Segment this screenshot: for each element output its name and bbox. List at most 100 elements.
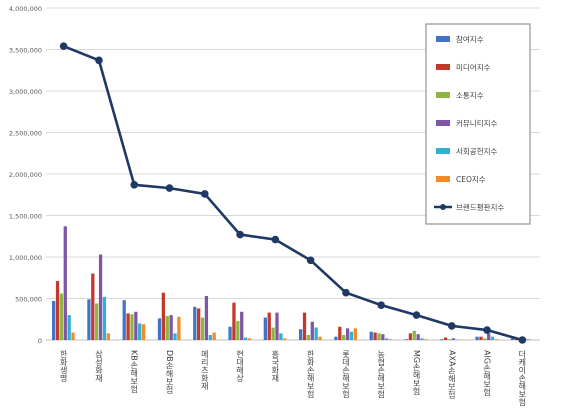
- bar: [177, 317, 180, 340]
- bar: [444, 338, 447, 340]
- line-point: [130, 181, 138, 189]
- bar: [56, 281, 59, 340]
- bar: [346, 328, 349, 340]
- bar: [240, 312, 243, 340]
- bar: [475, 337, 478, 340]
- x-category-label: 한화손해보험: [306, 350, 315, 398]
- x-category-label: AXA손해보험: [447, 350, 456, 398]
- bar: [483, 338, 486, 340]
- y-tick-label: 1,000,000: [9, 254, 42, 262]
- bar: [173, 333, 176, 340]
- bar: [279, 333, 282, 340]
- bar: [491, 337, 494, 340]
- bar: [130, 314, 133, 340]
- bar: [318, 337, 321, 340]
- bar: [170, 315, 173, 340]
- bar: [354, 328, 357, 340]
- x-category-label: 흥국화재: [271, 349, 280, 383]
- bar: [248, 338, 251, 340]
- bar: [142, 324, 145, 340]
- x-category-label: AIG손해보험: [483, 350, 492, 396]
- legend-swatch: [436, 120, 450, 126]
- legend-swatch: [436, 64, 450, 70]
- bar: [166, 316, 169, 340]
- bar: [52, 301, 55, 340]
- bar: [201, 318, 204, 340]
- bar: [381, 334, 384, 340]
- bar: [213, 333, 216, 340]
- bar: [452, 338, 455, 340]
- y-tick-label: 500,000: [15, 296, 42, 304]
- x-category-label: 더케이손해보험: [518, 350, 527, 406]
- line-point: [95, 56, 103, 64]
- line-point: [166, 184, 174, 192]
- legend-label: 소통지수: [456, 91, 484, 100]
- bar: [303, 313, 306, 340]
- y-tick-label: 3,500,000: [9, 47, 42, 55]
- bar: [271, 328, 274, 340]
- line-point: [413, 311, 421, 319]
- x-category-label: 메리츠화재: [200, 350, 209, 391]
- y-tick-label: 4,000,000: [9, 5, 42, 13]
- y-tick-label: 2,500,000: [9, 130, 42, 138]
- bar: [193, 307, 196, 340]
- bar: [68, 315, 71, 340]
- legend-label: 참여지수: [456, 34, 484, 44]
- bar: [99, 255, 102, 340]
- bar: [342, 335, 345, 340]
- bar: [232, 303, 235, 340]
- legend-swatch: [436, 148, 450, 154]
- bar: [385, 338, 388, 340]
- bar: [138, 323, 141, 340]
- bar: [205, 296, 208, 340]
- line-point: [448, 322, 456, 330]
- bar: [158, 318, 161, 340]
- line-point: [60, 42, 68, 50]
- bar: [60, 294, 63, 340]
- bar: [334, 337, 337, 340]
- line-point: [201, 190, 209, 198]
- bar: [440, 339, 443, 340]
- x-category-label: MG손해보험: [412, 350, 421, 395]
- bar: [103, 297, 106, 340]
- y-tick-label: 0: [38, 337, 42, 345]
- bar: [283, 338, 286, 340]
- bar: [307, 335, 310, 340]
- line-point: [342, 289, 350, 297]
- bar: [134, 312, 137, 340]
- bar: [377, 333, 380, 340]
- bar: [338, 327, 341, 340]
- bar: [424, 339, 427, 340]
- bar: [413, 331, 416, 340]
- bar: [244, 338, 247, 340]
- x-category-label: 한화생명: [59, 350, 68, 382]
- y-tick-label: 1,500,000: [9, 213, 42, 221]
- bar: [350, 332, 353, 340]
- line-point: [236, 231, 244, 239]
- bar: [91, 274, 94, 340]
- bar: [64, 226, 67, 340]
- bar: [405, 339, 408, 340]
- bar: [299, 329, 302, 340]
- bar: [495, 339, 498, 340]
- bar: [417, 334, 420, 340]
- y-tick-label: 2,000,000: [9, 171, 42, 179]
- bar: [487, 333, 490, 340]
- bar: [197, 308, 200, 340]
- legend-swatch: [436, 176, 450, 182]
- bar: [107, 333, 110, 340]
- x-category-label: 삼성화재: [94, 349, 103, 383]
- bar: [264, 318, 267, 340]
- bar: [236, 321, 239, 340]
- bar: [526, 339, 529, 340]
- legend-label: CEO지수: [456, 175, 486, 184]
- x-category-label: 현대해상: [235, 350, 244, 382]
- x-category-label: DB손해보험: [165, 350, 174, 394]
- legend-label: 사회공헌지수: [456, 147, 497, 156]
- bar: [228, 327, 231, 340]
- line-point: [307, 257, 315, 265]
- bar: [275, 313, 278, 340]
- bar: [87, 299, 90, 340]
